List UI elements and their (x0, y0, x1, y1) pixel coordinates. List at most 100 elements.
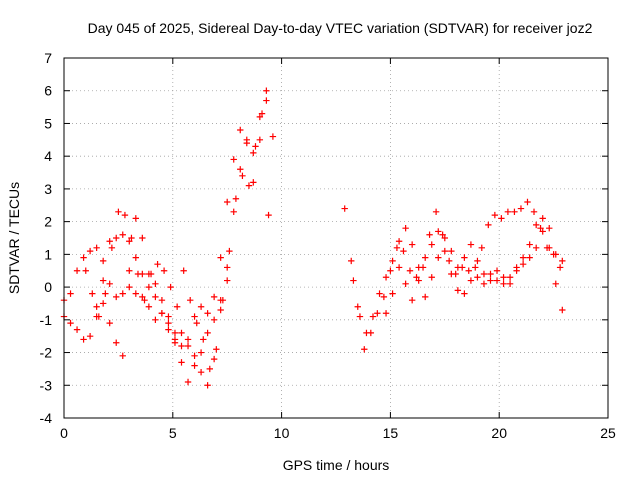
data-point (258, 110, 266, 117)
data-point (206, 365, 213, 373)
x-tick-label: 5 (169, 425, 177, 441)
data-point (158, 310, 166, 317)
data-point (99, 277, 107, 284)
data-point (193, 319, 200, 327)
data-point (400, 247, 407, 255)
data-point (439, 231, 446, 238)
data-point (224, 198, 231, 206)
data-point (500, 280, 507, 288)
data-point (263, 97, 270, 104)
data-point (546, 224, 553, 232)
data-point (80, 336, 87, 343)
data-point (445, 257, 453, 265)
data-point (165, 326, 172, 333)
data-point (265, 211, 272, 219)
data-point (89, 290, 96, 297)
data-point (145, 283, 153, 291)
data-point (441, 234, 448, 242)
data-point (408, 241, 416, 248)
data-point (141, 296, 148, 304)
data-point (165, 313, 172, 320)
data-points (60, 87, 566, 389)
data-point (187, 296, 194, 304)
data-point (152, 280, 159, 288)
data-point (363, 329, 370, 337)
y-tick-label: 3 (44, 181, 52, 197)
data-point (500, 274, 507, 281)
data-point (511, 208, 518, 216)
data-point (113, 339, 120, 346)
data-point (269, 133, 277, 140)
data-point (513, 264, 520, 271)
y-tick-label: 0 (44, 279, 52, 295)
axis-ticks: 0 5 10 15 20 25 -4 -3 -2 -1 0 1 2 3 4 5 6 7 (40, 50, 616, 441)
data-point (487, 277, 494, 284)
data-point (393, 244, 401, 252)
y-tick-label: -3 (40, 377, 53, 393)
data-point (217, 254, 224, 261)
data-point (472, 264, 479, 271)
data-point (204, 382, 211, 389)
data-point (102, 290, 109, 297)
y-tick-label: 4 (44, 148, 52, 164)
data-point (237, 166, 244, 173)
data-point (171, 329, 179, 337)
data-point (493, 277, 501, 284)
data-point (204, 329, 211, 337)
data-point (106, 280, 113, 288)
data-point (415, 277, 422, 284)
data-point (145, 303, 153, 310)
data-point (210, 293, 218, 301)
data-point (73, 267, 81, 274)
data-point (230, 156, 237, 163)
data-point (139, 293, 146, 301)
y-axis-label: SDTVAR / TECUs (6, 182, 22, 294)
data-point (448, 270, 455, 278)
data-point (559, 306, 566, 314)
data-point (119, 290, 126, 297)
data-point (165, 319, 172, 327)
data-point (530, 208, 538, 216)
data-point (517, 205, 525, 212)
grid (64, 58, 608, 418)
data-point (197, 349, 205, 356)
data-point (152, 316, 159, 324)
data-point (86, 332, 94, 340)
data-point (537, 224, 544, 232)
data-point (532, 221, 540, 229)
data-point (428, 241, 435, 248)
data-point (243, 139, 250, 147)
data-point (350, 277, 357, 284)
data-point (239, 172, 246, 180)
data-point (356, 313, 364, 320)
data-point (180, 267, 187, 274)
data-point (106, 238, 113, 245)
data-point (132, 254, 140, 261)
x-tick-label: 25 (600, 425, 616, 441)
data-point (250, 179, 257, 186)
y-tick-label: -2 (40, 345, 53, 361)
y-tick-label: 2 (44, 214, 52, 230)
data-point (376, 290, 383, 297)
data-point (237, 126, 244, 134)
data-point (406, 267, 414, 274)
data-point (402, 280, 409, 288)
data-point (435, 228, 442, 235)
data-point (204, 310, 211, 317)
data-point (552, 251, 559, 258)
data-point (389, 257, 396, 265)
data-point (224, 264, 231, 271)
x-tick-label: 15 (383, 425, 399, 441)
data-point (200, 336, 207, 343)
data-point (73, 326, 81, 333)
data-point (432, 208, 440, 216)
data-point (178, 342, 185, 350)
data-point (504, 208, 512, 216)
data-point (256, 113, 264, 121)
data-point (524, 198, 531, 206)
data-point (348, 257, 355, 265)
data-point (132, 215, 140, 222)
data-point (67, 290, 74, 297)
data-point (158, 296, 166, 304)
